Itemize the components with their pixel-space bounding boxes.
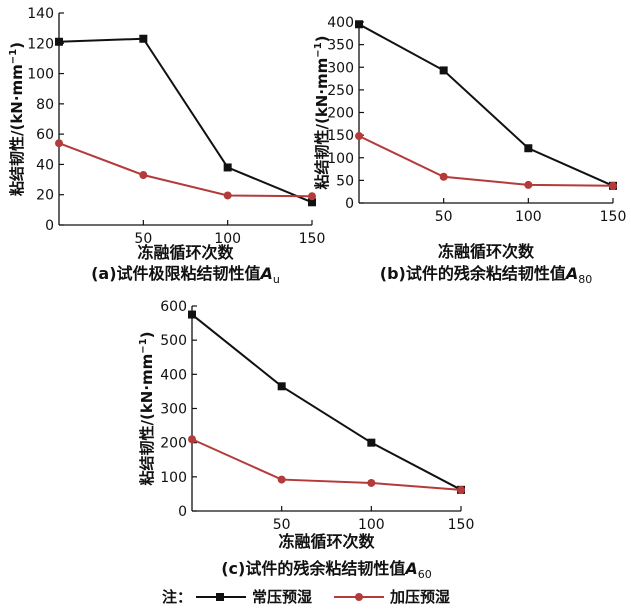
x-axis-label: 冻融循环次数 <box>438 242 535 261</box>
data-point-pressurized <box>609 181 617 190</box>
data-point-normal <box>277 382 286 391</box>
y-tick-label: 350 <box>327 38 354 54</box>
data-point-pressurized <box>223 191 232 200</box>
y-tick-label: 300 <box>160 402 187 418</box>
data-point-normal <box>355 20 363 29</box>
y-axis-label: 粘结韧性/(kN·mm−1) <box>138 331 156 485</box>
data-point-normal <box>188 310 196 319</box>
series-line-0 <box>58 37 313 204</box>
y-tick-label: 60 <box>36 127 54 143</box>
data-point-normal <box>55 37 63 46</box>
data-point-pressurized <box>55 139 63 148</box>
series-line-1 <box>358 135 614 187</box>
y-tick-label: 0 <box>45 218 54 234</box>
x-tick-label: 100 <box>358 517 385 533</box>
data-point-pressurized <box>308 192 316 201</box>
data-point-pressurized <box>457 485 465 494</box>
y-axis-label: 粘结韧性/(kN·mm−1) <box>313 35 331 189</box>
data-point-normal <box>139 34 148 43</box>
y-tick-label: 0 <box>345 196 354 212</box>
series-line-1 <box>58 142 313 198</box>
x-tick-label: 150 <box>600 209 627 225</box>
y-tick-label: 140 <box>27 6 54 22</box>
x-tick-label: 50 <box>435 209 453 225</box>
data-point-pressurized <box>439 172 448 181</box>
y-tick-label: 400 <box>160 367 187 383</box>
y-tick-label: 150 <box>327 128 354 144</box>
data-point-pressurized <box>188 435 196 444</box>
data-point-normal <box>439 66 448 75</box>
chart-panel-2: 0 100 200 300 400 500 600 50 100 150 冻融循环次数 粘结韧性/(k… <box>138 299 474 581</box>
y-tick-label: 100 <box>327 151 354 167</box>
data-point-normal <box>308 198 316 207</box>
y-tick-label: 400 <box>327 15 354 31</box>
legend-label-pressurized: 加压预湿 <box>389 588 450 606</box>
data-point-normal <box>223 163 232 172</box>
y-axis-label: 粘结韧性/(kN·mm−1) <box>8 42 26 196</box>
chart-panel-0: 0 20 40 60 80 100 120 140 50 100 150 冻融循环次数 粘结韧性/(kN… <box>8 6 325 286</box>
data-point-pressurized <box>277 475 286 484</box>
y-tick-label: 200 <box>160 436 187 452</box>
series-line-0 <box>358 23 614 187</box>
panel-caption: (a)试件极限粘结韧性值Au <box>91 264 280 286</box>
y-tick-label: 100 <box>27 67 54 83</box>
legend-prefix: 注： <box>162 588 192 606</box>
y-tick-label: 80 <box>36 97 54 113</box>
data-point-pressurized <box>355 132 363 141</box>
x-tick-label: 50 <box>273 517 291 533</box>
y-tick-label: 300 <box>327 60 354 76</box>
y-tick-label: 100 <box>160 470 187 486</box>
data-point-normal <box>524 144 533 153</box>
y-tick-label: 500 <box>160 333 187 349</box>
x-tick-label: 150 <box>448 517 475 533</box>
legend: 注： 常压预湿 加压预湿 <box>162 588 450 606</box>
y-tick-label: 20 <box>36 188 54 204</box>
y-tick-label: 0 <box>178 504 187 520</box>
y-tick-label: 250 <box>327 83 354 99</box>
panel-caption: (b)试件的残余粘结韧性值A80 <box>380 264 592 286</box>
data-point-pressurized <box>524 180 533 189</box>
x-tick-label: 100 <box>515 209 542 225</box>
panel-caption: (c)试件的残余粘结韧性值A60 <box>221 559 432 581</box>
chart-panel-1: 0 50 100 150 200 250 300 350 400 50 100 150 冻融循环次数 粘结… <box>313 15 626 286</box>
data-point-pressurized <box>367 478 376 487</box>
x-tick-label: 50 <box>134 231 152 247</box>
x-tick-label: 100 <box>214 231 241 247</box>
legend-marker-normal <box>216 593 224 601</box>
y-tick-label: 40 <box>36 157 54 173</box>
data-point-pressurized <box>139 171 148 180</box>
y-tick-label: 600 <box>160 299 187 315</box>
x-tick-label: 150 <box>299 231 326 247</box>
x-axis-label: 冻融循环次数 <box>278 532 375 551</box>
y-tick-label: 200 <box>327 106 354 122</box>
series-line-1 <box>191 438 462 491</box>
x-axis-label: 冻融循环次数 <box>137 243 234 262</box>
data-point-normal <box>367 438 376 447</box>
legend-marker-pressurized <box>355 593 363 601</box>
series-line-0 <box>191 313 462 491</box>
y-tick-label: 50 <box>336 173 354 189</box>
legend-label-normal: 常压预湿 <box>252 588 312 606</box>
y-tick-label: 120 <box>27 36 54 52</box>
